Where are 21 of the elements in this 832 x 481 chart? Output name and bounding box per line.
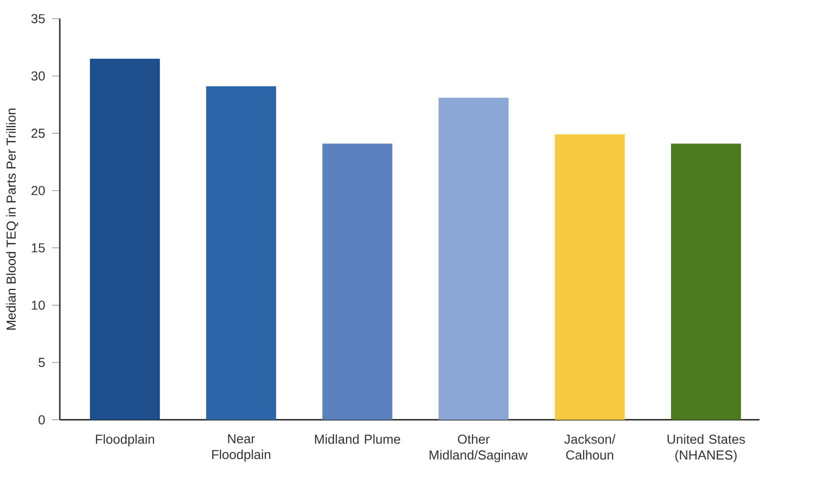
bar <box>438 98 509 420</box>
x-tick-label: Near Floodplain <box>212 434 270 462</box>
y-tick-label: 10 <box>32 300 45 310</box>
bar <box>671 143 741 420</box>
y-tick-label: 20 <box>31 186 45 195</box>
y-tick-label: 35 <box>31 14 45 24</box>
y-tick-label: 30 <box>31 71 45 80</box>
x-tick-label: United States (NHANES) <box>668 434 745 462</box>
y-axis-title: Median Blood TEQ in Parts Per Trillion <box>6 108 18 330</box>
x-tick-label: Other Midland/Saginaw <box>430 434 528 462</box>
bar <box>322 143 392 420</box>
bar <box>90 58 160 420</box>
y-tick-label: 25 <box>31 128 45 138</box>
x-tick-label: Midland Plume <box>315 434 400 444</box>
y-tick-label: 0 <box>38 415 45 424</box>
x-tick-label: Jackson/ Calhoun <box>564 434 616 460</box>
bar <box>554 134 625 420</box>
y-tick-label: 5 <box>38 358 45 367</box>
y-tick-label: 15 <box>32 243 45 252</box>
x-tick-label: Floodplain <box>96 434 154 446</box>
bar <box>206 86 276 420</box>
